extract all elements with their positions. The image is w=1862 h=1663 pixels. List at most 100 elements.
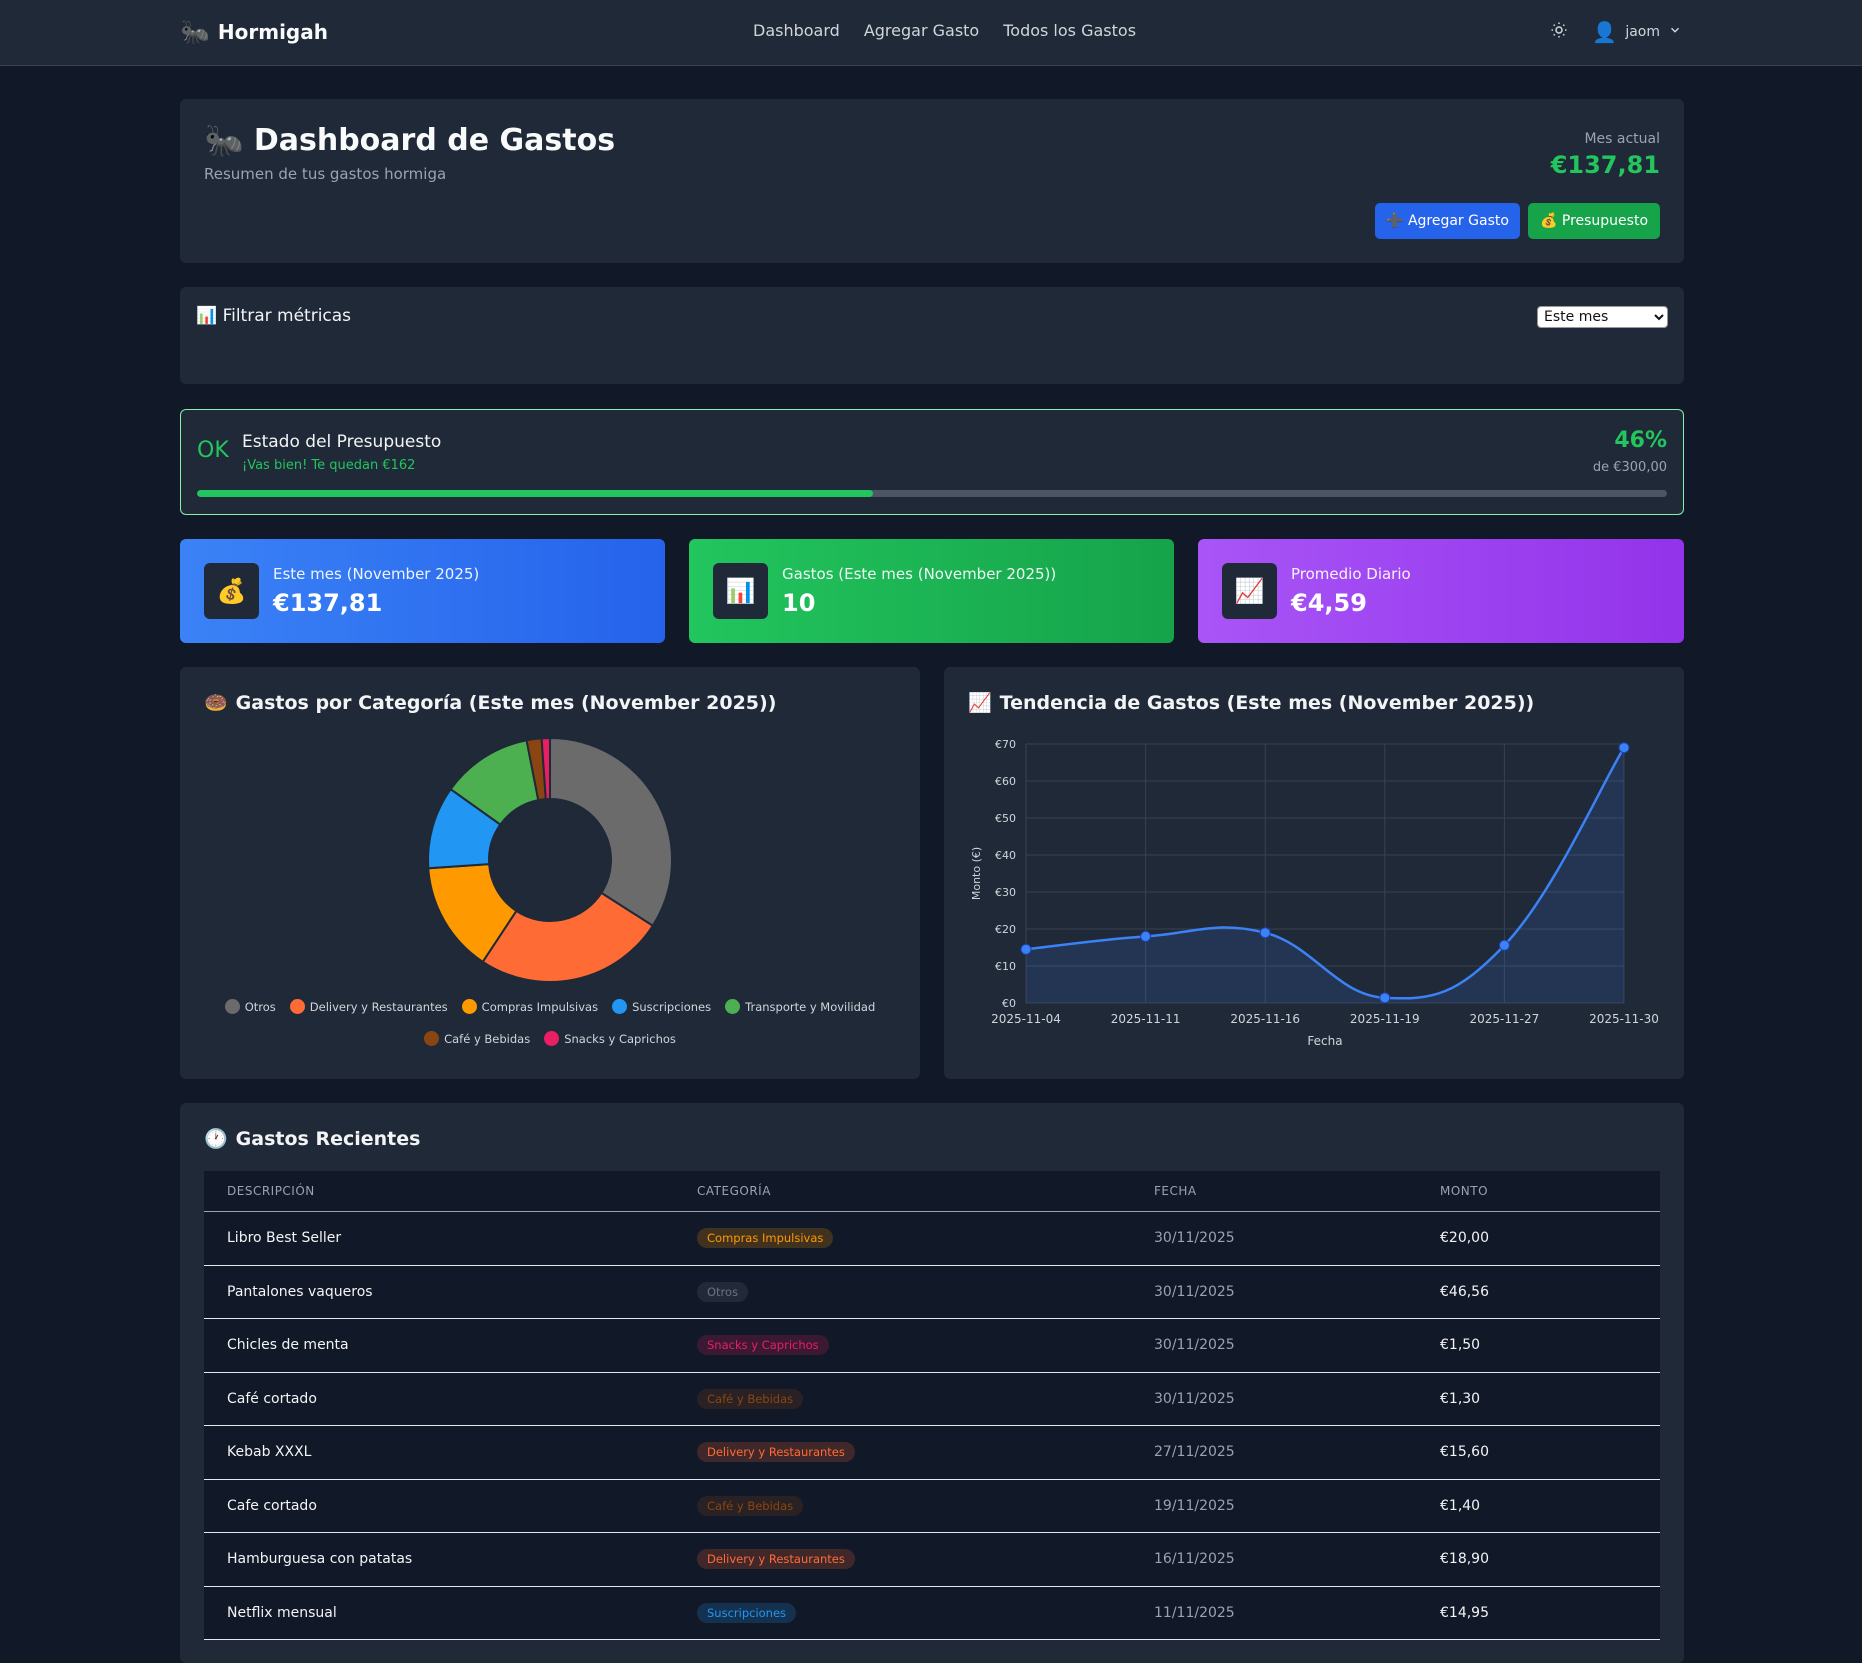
donut-slice[interactable] — [481, 891, 655, 983]
x-tick-label: 2025-11-19 — [1350, 1012, 1420, 1026]
category-chart-title: 🍩 Gastos por Categoría (Este mes (Novemb… — [204, 691, 777, 715]
period-select[interactable]: Este mes — [1537, 306, 1668, 328]
legend-item[interactable]: Delivery y Restaurantes — [289, 999, 448, 1014]
category-chart-title-text: Gastos por Categoría (Este mes (November… — [235, 691, 777, 714]
y-tick-label: €10 — [995, 960, 1016, 973]
user-icon: 👤 — [1592, 20, 1618, 44]
user-menu[interactable]: 👤 jaom — [1592, 20, 1682, 44]
category-badge: Compras Impulsivas — [697, 1228, 834, 1249]
page-title: 🐜 Dashboard de Gastos — [204, 121, 615, 159]
table-row[interactable]: Pantalones vaqueros Otros 30/11/2025 €46,56 — [204, 1265, 1660, 1319]
legend-label: Suscripciones — [632, 999, 712, 1014]
recent-expenses-card: 🕐 Gastos Recientes DESCRIPCIÓN CATEGORÍA… — [180, 1103, 1684, 1663]
category-cell: Suscripciones — [697, 1602, 1154, 1623]
table-row[interactable]: Netflix mensual Suscripciones 11/11/2025 €1… — [204, 1586, 1660, 1640]
category-cell: Compras Impulsivas — [697, 1228, 1154, 1249]
table-body: Libro Best Seller Compras Impulsivas 30/11… — [204, 1212, 1660, 1640]
column-header-amount: MONTO — [1440, 1184, 1489, 1198]
legend-swatch — [461, 999, 477, 1014]
filter-title: 📊 Filtrar métricas — [196, 306, 352, 326]
stat-value: 10 — [782, 589, 816, 617]
x-tick-label: 2025-11-16 — [1230, 1012, 1300, 1026]
legend-item[interactable]: Suscripciones — [612, 999, 711, 1014]
trend-area-fill — [1026, 747, 1624, 1003]
category-cell: Delivery y Restaurantes — [697, 1442, 1154, 1463]
legend-item[interactable]: Compras Impulsivas — [461, 999, 599, 1014]
expense-date: 30/11/2025 — [1154, 1390, 1235, 1407]
table-row[interactable]: Café cortado Café y Bebidas 30/11/2025 €1,3… — [204, 1372, 1660, 1426]
data-point[interactable] — [1140, 930, 1152, 942]
expense-date: 30/11/2025 — [1154, 1230, 1235, 1247]
clock-icon: 🕐 — [204, 1128, 228, 1150]
add-expense-button[interactable]: ➕ Agregar Gasto — [1375, 203, 1520, 239]
y-tick-label: €20 — [995, 923, 1016, 936]
legend-label: Café y Bebidas — [444, 1031, 531, 1046]
category-cell: Snacks y Caprichos — [697, 1335, 1154, 1356]
data-point[interactable] — [1020, 943, 1032, 955]
budget-message: ¡Vas bien! Te quedan €162 — [242, 458, 416, 473]
navbar: 🐜 Hormigah Dashboard Agregar Gasto Todos… — [0, 0, 1862, 66]
donut-icon: 🍩 — [204, 692, 228, 714]
data-point[interactable] — [1618, 742, 1630, 754]
expense-description: Café cortado — [227, 1390, 317, 1407]
recent-expenses-table: DESCRIPCIÓN CATEGORÍA FECHA MONTO Libro … — [204, 1171, 1660, 1640]
expense-amount: €1,30 — [1440, 1390, 1481, 1407]
category-badge: Snacks y Caprichos — [697, 1335, 829, 1356]
money-bag-icon: 💰 — [204, 563, 259, 619]
budget-title: Estado del Presupuesto — [242, 432, 442, 452]
expense-description: Libro Best Seller — [227, 1230, 342, 1247]
brand[interactable]: 🐜 Hormigah — [180, 18, 328, 46]
table-row[interactable]: Chicles de menta Snacks y Caprichos 30/11/… — [204, 1319, 1660, 1373]
legend-label: Delivery y Restaurantes — [309, 999, 448, 1014]
legend-item[interactable]: Transporte y Movilidad — [725, 999, 875, 1014]
donut-slice[interactable] — [540, 736, 551, 801]
stat-label: Gastos (Este mes (November 2025)) — [782, 565, 1057, 583]
x-tick-label: 2025-11-30 — [1589, 1012, 1659, 1026]
data-point[interactable] — [1379, 992, 1391, 1004]
expense-date: 30/11/2025 — [1154, 1337, 1235, 1354]
user-name: jaom — [1625, 24, 1660, 40]
category-badge: Suscripciones — [697, 1602, 797, 1623]
category-badge: Café y Bebidas — [697, 1495, 804, 1516]
y-tick-label: €30 — [995, 886, 1016, 899]
category-cell: Café y Bebidas — [697, 1388, 1154, 1409]
nav-link-todos-gastos[interactable]: Todos los Gastos — [1003, 21, 1137, 40]
column-header-category: CATEGORÍA — [697, 1184, 771, 1198]
table-row[interactable]: Cafe cortado Café y Bebidas 19/11/2025 €1,4… — [204, 1479, 1660, 1533]
expense-amount: €46,56 — [1440, 1283, 1489, 1300]
y-tick-label: €60 — [995, 775, 1016, 788]
stat-value: €4,59 — [1291, 589, 1367, 617]
bar-chart-icon: 📊 — [713, 563, 768, 619]
table-row[interactable]: Kebab XXXL Delivery y Restaurantes 27/11/2… — [204, 1426, 1660, 1480]
category-cell: Delivery y Restaurantes — [697, 1549, 1154, 1570]
legend-label: Snacks y Caprichos — [564, 1031, 676, 1046]
legend-item[interactable]: Otros — [224, 999, 276, 1014]
data-point[interactable] — [1498, 939, 1510, 951]
budget-button[interactable]: 💰 Presupuesto — [1528, 203, 1660, 239]
nav-link-agregar-gasto[interactable]: Agregar Gasto — [863, 21, 980, 40]
category-badge: Otros — [697, 1281, 749, 1302]
table-row[interactable]: Libro Best Seller Compras Impulsivas 30/11… — [204, 1212, 1660, 1266]
month-value: €137,81 — [1550, 151, 1660, 179]
theme-toggle-sun-icon[interactable] — [1550, 21, 1568, 43]
legend-item[interactable]: Snacks y Caprichos — [544, 1031, 676, 1046]
legend-item[interactable]: Café y Bebidas — [424, 1031, 530, 1046]
expense-description: Netflix mensual — [227, 1604, 337, 1621]
column-header-date: FECHA — [1154, 1184, 1197, 1198]
budget-status-label: OK — [197, 438, 229, 463]
budget-status-card: OK Estado del Presupuesto ¡Vas bien! Te … — [180, 409, 1684, 515]
expense-description: Cafe cortado — [227, 1497, 317, 1514]
stat-value: €137,81 — [273, 589, 383, 617]
expense-description: Kebab XXXL — [227, 1444, 312, 1461]
trend-chart-title: 📈 Tendencia de Gastos (Este mes (Novembe… — [968, 691, 1534, 715]
y-axis-label: Monto (€) — [970, 847, 983, 900]
table-row[interactable]: Hamburguesa con patatas Delivery y Restau… — [204, 1533, 1660, 1587]
data-point[interactable] — [1259, 927, 1271, 939]
budget-progress-fill — [197, 490, 874, 497]
recent-expenses-title: 🕐 Gastos Recientes — [204, 1127, 420, 1151]
donut-slice[interactable] — [549, 736, 673, 928]
legend-swatch — [289, 999, 305, 1014]
expense-amount: €1,50 — [1440, 1337, 1481, 1354]
legend-label: Compras Impulsivas — [481, 999, 599, 1014]
nav-link-dashboard[interactable]: Dashboard — [753, 21, 840, 40]
